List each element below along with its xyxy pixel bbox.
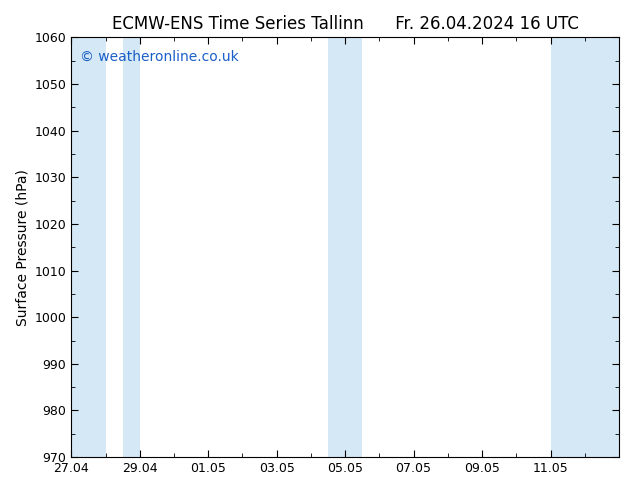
Text: © weatheronline.co.uk: © weatheronline.co.uk <box>79 50 238 64</box>
Bar <box>567 37 619 457</box>
Bar <box>345 37 362 457</box>
Bar <box>550 37 567 457</box>
Y-axis label: Surface Pressure (hPa): Surface Pressure (hPa) <box>15 169 29 326</box>
Bar <box>328 37 345 457</box>
Bar <box>122 37 139 457</box>
Bar <box>71 37 105 457</box>
Title: ECMW-ENS Time Series Tallinn      Fr. 26.04.2024 16 UTC: ECMW-ENS Time Series Tallinn Fr. 26.04.2… <box>112 15 579 33</box>
